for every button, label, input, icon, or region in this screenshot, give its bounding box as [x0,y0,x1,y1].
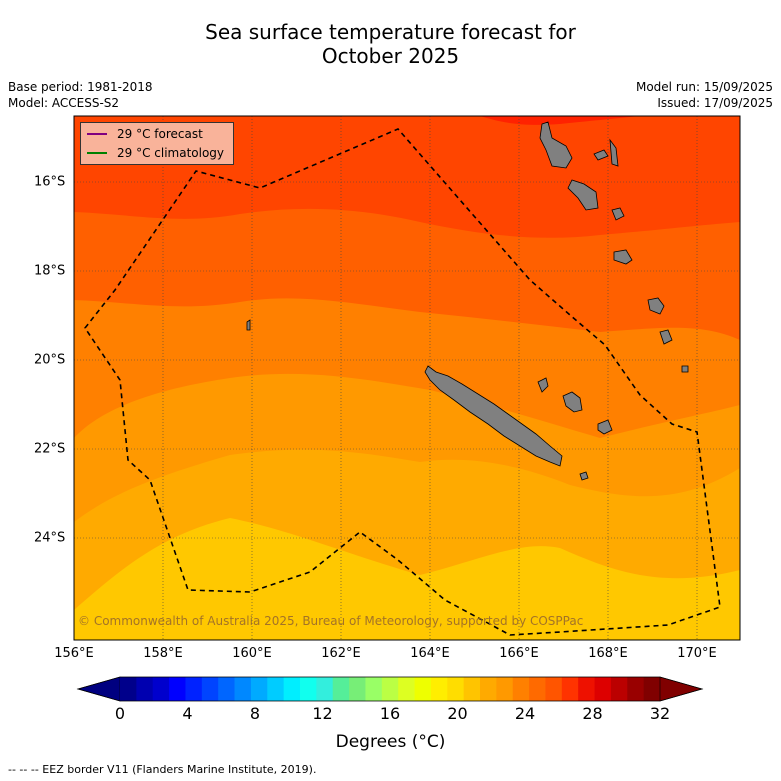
lat-label: 24°S [34,530,66,546]
colorbar-tick-label: 8 [249,704,261,723]
model-run: Model run: 15/09/2025 [635,80,773,94]
colorbar-tick-label: 12 [312,704,333,723]
climatology-line-swatch [87,152,107,154]
island-new-caledonia [424,365,563,467]
legend-forecast-label: 29 °C forecast [117,127,203,141]
map-frame [73,115,741,641]
colorbar-tick-label: 24 [514,704,536,723]
lon-label: 162°E [321,646,361,661]
lon-label: 164°E [410,646,450,661]
lat-label: 20°S [34,352,66,368]
colorbar-tick-label: 0 [114,704,126,723]
colorbar-tick-label: 32 [649,704,671,723]
island-ambae [593,149,609,161]
lat-label: 22°S [34,441,66,457]
lon-label: 168°E [588,646,628,661]
island-matthew [681,365,689,373]
island-mare [597,419,613,435]
legend-climatology-label: 29 °C climatology [117,146,225,160]
contour-legend: 29 °C forecast 29 °C climatology [80,122,234,165]
sst-band-30 [480,116,640,125]
lon-label: 158°E [143,646,183,661]
copyright-notice: © Commonwealth of Australia 2025, Bureau… [78,614,584,628]
island-ouvea [537,377,549,393]
island-aneityum [659,329,673,345]
sst-contour-fill [74,116,740,640]
island-pines [579,471,589,481]
lon-label: 166°E [499,646,539,661]
model-name: Model: ACCESS-S2 [8,96,120,110]
title-line-1: Sea surface temperature forecast for [205,20,576,44]
lon-label: 170°E [677,646,717,661]
island-tanna [647,297,665,315]
title-line-2: October 2025 [321,44,460,68]
issued-date: Issued: 17/09/2025 [657,96,773,110]
colorbar-tick-label: 28 [582,704,603,723]
island-chesterfield [246,319,251,331]
land-masses [246,121,689,481]
island-espiritu-santo [539,121,573,169]
forecast-line-swatch [87,133,107,135]
island-lifou [562,391,583,413]
lat-label: 18°S [34,263,66,279]
eez-border [84,128,721,636]
island-malekula [567,179,599,211]
eez-footnote: -- -- -- EEZ border V11 (Flanders Marine… [8,763,317,776]
colorbar-label: Degrees (°C) [335,732,446,752]
lon-label: 160°E [232,646,272,661]
colorbar-tick-label: 20 [447,704,468,723]
lon-label: 156°E [54,646,94,661]
sst-band-29 [74,116,740,238]
graticule [74,116,740,640]
island-erromango [613,249,633,265]
lat-label: 16°S [34,174,66,190]
colorbar-tick-label: 4 [182,704,193,723]
colorbar-tick-label: 16 [379,704,401,723]
base-period: Base period: 1981-2018 [8,80,153,94]
island-efate [611,207,625,221]
island-pentecost [609,138,619,167]
